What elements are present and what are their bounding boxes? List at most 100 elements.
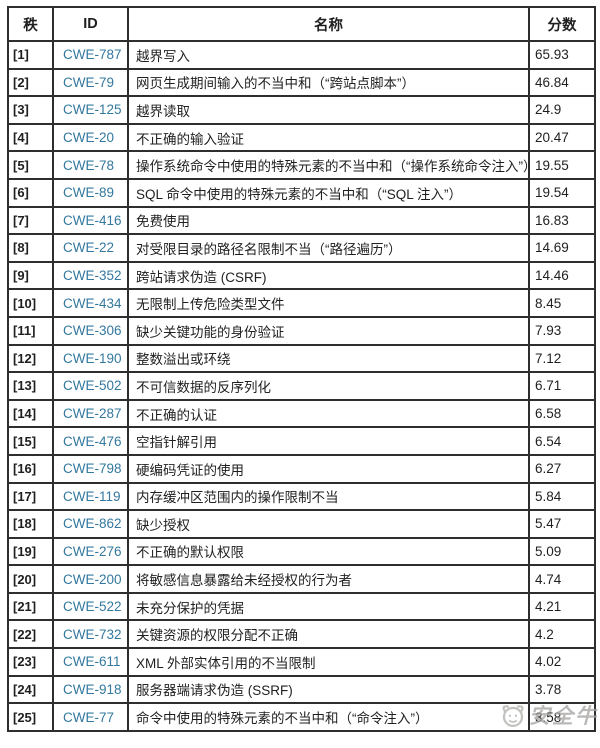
- weakness-name-cell: 未充分保护的凭据: [127, 591, 530, 622]
- weakness-name-cell: 不正确的输入验证: [127, 122, 530, 153]
- cwe-id-link[interactable]: CWE-276: [52, 536, 129, 567]
- rank-cell: [25]: [7, 702, 54, 732]
- rank-cell: [17]: [7, 481, 54, 512]
- rank-cell: [23]: [7, 647, 54, 677]
- cwe-id-link[interactable]: CWE-798: [52, 453, 129, 484]
- table-row: [5] CWE-78 操作系统命令中使用的特殊元素的不当中和（“操作系统命令注入…: [7, 150, 596, 180]
- score-cell: 3.58: [528, 702, 596, 732]
- weakness-name-cell: 整数溢出或环绕: [127, 343, 530, 374]
- rank-cell: [3]: [7, 95, 54, 125]
- cwe-id-link[interactable]: CWE-522: [52, 591, 129, 622]
- cwe-id-link[interactable]: CWE-190: [52, 343, 129, 374]
- header-score: 分数: [528, 6, 596, 42]
- cwe-id-link[interactable]: CWE-352: [52, 260, 129, 291]
- cwe-id-link[interactable]: CWE-611: [52, 647, 129, 677]
- rank-cell: [13]: [7, 371, 54, 401]
- score-cell: 6.54: [528, 426, 596, 456]
- weakness-name-cell: 硬编码凭证的使用: [127, 453, 530, 484]
- rank-cell: [7]: [7, 205, 54, 236]
- weakness-name-cell: 对受限目录的路径名限制不当（“路径遍历”）: [127, 233, 530, 263]
- table-row: [25] CWE-77 命令中使用的特殊元素的不当中和（“命令注入”） 3.58: [7, 702, 596, 732]
- weakness-name-cell: 缺少关键功能的身份验证: [127, 315, 530, 346]
- rank-cell: [12]: [7, 343, 54, 374]
- cwe-id-link[interactable]: CWE-200: [52, 564, 129, 594]
- table-row: [21] CWE-522 未充分保护的凭据 4.21: [7, 591, 596, 622]
- table-row: [1] CWE-787 越界写入 65.93: [7, 40, 596, 70]
- table-body: [1] CWE-787 越界写入 65.93 [2] CWE-79 网页生成期间…: [7, 40, 596, 732]
- score-cell: 46.84: [528, 67, 596, 98]
- rank-cell: [11]: [7, 315, 54, 346]
- score-cell: 7.93: [528, 315, 596, 346]
- table-row: [4] CWE-20 不正确的输入验证 20.47: [7, 122, 596, 153]
- score-cell: 6.71: [528, 371, 596, 401]
- table-row: [15] CWE-476 空指针解引用 6.54: [7, 426, 596, 456]
- table-row: [9] CWE-352 跨站请求伪造 (CSRF) 14.46: [7, 260, 596, 291]
- cwe-id-link[interactable]: CWE-125: [52, 95, 129, 125]
- weakness-name-cell: SQL 命令中使用的特殊元素的不当中和（“SQL 注入”）: [127, 177, 530, 208]
- score-cell: 65.93: [528, 40, 596, 70]
- cwe-id-link[interactable]: CWE-20: [52, 122, 129, 153]
- score-cell: 3.78: [528, 674, 596, 705]
- weakness-name-cell: XML 外部实体引用的不当限制: [127, 647, 530, 677]
- weakness-name-cell: 越界写入: [127, 40, 530, 70]
- table-row: [7] CWE-416 免费使用 16.83: [7, 205, 596, 236]
- score-cell: 4.21: [528, 591, 596, 622]
- table-row: [10] CWE-434 无限制上传危险类型文件 8.45: [7, 288, 596, 318]
- header-id: ID: [52, 6, 129, 42]
- cwe-id-link[interactable]: CWE-862: [52, 509, 129, 539]
- score-cell: 4.2: [528, 619, 596, 650]
- table-row: [13] CWE-502 不可信数据的反序列化 6.71: [7, 371, 596, 401]
- weakness-name-cell: 不可信数据的反序列化: [127, 371, 530, 401]
- score-cell: 14.69: [528, 233, 596, 263]
- cwe-top25-table: 秩 ID 名称 分数 [1] CWE-787 越界写入 65.93 [2] CW…: [7, 6, 596, 732]
- cwe-id-link[interactable]: CWE-22: [52, 233, 129, 263]
- table-row: [22] CWE-732 关键资源的权限分配不正确 4.2: [7, 619, 596, 650]
- rank-cell: [4]: [7, 122, 54, 153]
- cwe-id-link[interactable]: CWE-287: [52, 398, 129, 429]
- table-row: [11] CWE-306 缺少关键功能的身份验证 7.93: [7, 315, 596, 346]
- rank-cell: [15]: [7, 426, 54, 456]
- cwe-id-link[interactable]: CWE-434: [52, 288, 129, 318]
- table-row: [18] CWE-862 缺少授权 5.47: [7, 509, 596, 539]
- rank-cell: [6]: [7, 177, 54, 208]
- score-cell: 16.83: [528, 205, 596, 236]
- rank-cell: [14]: [7, 398, 54, 429]
- weakness-name-cell: 操作系统命令中使用的特殊元素的不当中和（“操作系统命令注入”）: [127, 150, 530, 180]
- cwe-id-link[interactable]: CWE-78: [52, 150, 129, 180]
- table-row: [17] CWE-119 内存缓冲区范围内的操作限制不当 5.84: [7, 481, 596, 512]
- weakness-name-cell: 无限制上传危险类型文件: [127, 288, 530, 318]
- cwe-id-link[interactable]: CWE-306: [52, 315, 129, 346]
- header-name: 名称: [127, 6, 530, 42]
- cwe-id-link[interactable]: CWE-787: [52, 40, 129, 70]
- score-cell: 5.84: [528, 481, 596, 512]
- cwe-id-link[interactable]: CWE-119: [52, 481, 129, 512]
- score-cell: 7.12: [528, 343, 596, 374]
- table-row: [6] CWE-89 SQL 命令中使用的特殊元素的不当中和（“SQL 注入”）…: [7, 177, 596, 208]
- score-cell: 6.58: [528, 398, 596, 429]
- weakness-name-cell: 命令中使用的特殊元素的不当中和（“命令注入”）: [127, 702, 530, 732]
- table-row: [19] CWE-276 不正确的默认权限 5.09: [7, 536, 596, 567]
- cwe-id-link[interactable]: CWE-476: [52, 426, 129, 456]
- rank-cell: [24]: [7, 674, 54, 705]
- cwe-id-link[interactable]: CWE-918: [52, 674, 129, 705]
- weakness-name-cell: 内存缓冲区范围内的操作限制不当: [127, 481, 530, 512]
- table-row: [24] CWE-918 服务器端请求伪造 (SSRF) 3.78: [7, 674, 596, 705]
- table-row: [2] CWE-79 网页生成期间输入的不当中和（“跨站点脚本”） 46.84: [7, 67, 596, 98]
- rank-cell: [1]: [7, 40, 54, 70]
- cwe-id-link[interactable]: CWE-89: [52, 177, 129, 208]
- rank-cell: [18]: [7, 509, 54, 539]
- rank-cell: [5]: [7, 150, 54, 180]
- cwe-id-link[interactable]: CWE-77: [52, 702, 129, 732]
- score-cell: 19.55: [528, 150, 596, 180]
- weakness-name-cell: 越界读取: [127, 95, 530, 125]
- table-row: [3] CWE-125 越界读取 24.9: [7, 95, 596, 125]
- score-cell: 5.47: [528, 509, 596, 539]
- cwe-id-link[interactable]: CWE-79: [52, 67, 129, 98]
- table-row: [23] CWE-611 XML 外部实体引用的不当限制 4.02: [7, 647, 596, 677]
- cwe-id-link[interactable]: CWE-502: [52, 371, 129, 401]
- rank-cell: [10]: [7, 288, 54, 318]
- cwe-id-link[interactable]: CWE-732: [52, 619, 129, 650]
- score-cell: 4.74: [528, 564, 596, 594]
- cwe-id-link[interactable]: CWE-416: [52, 205, 129, 236]
